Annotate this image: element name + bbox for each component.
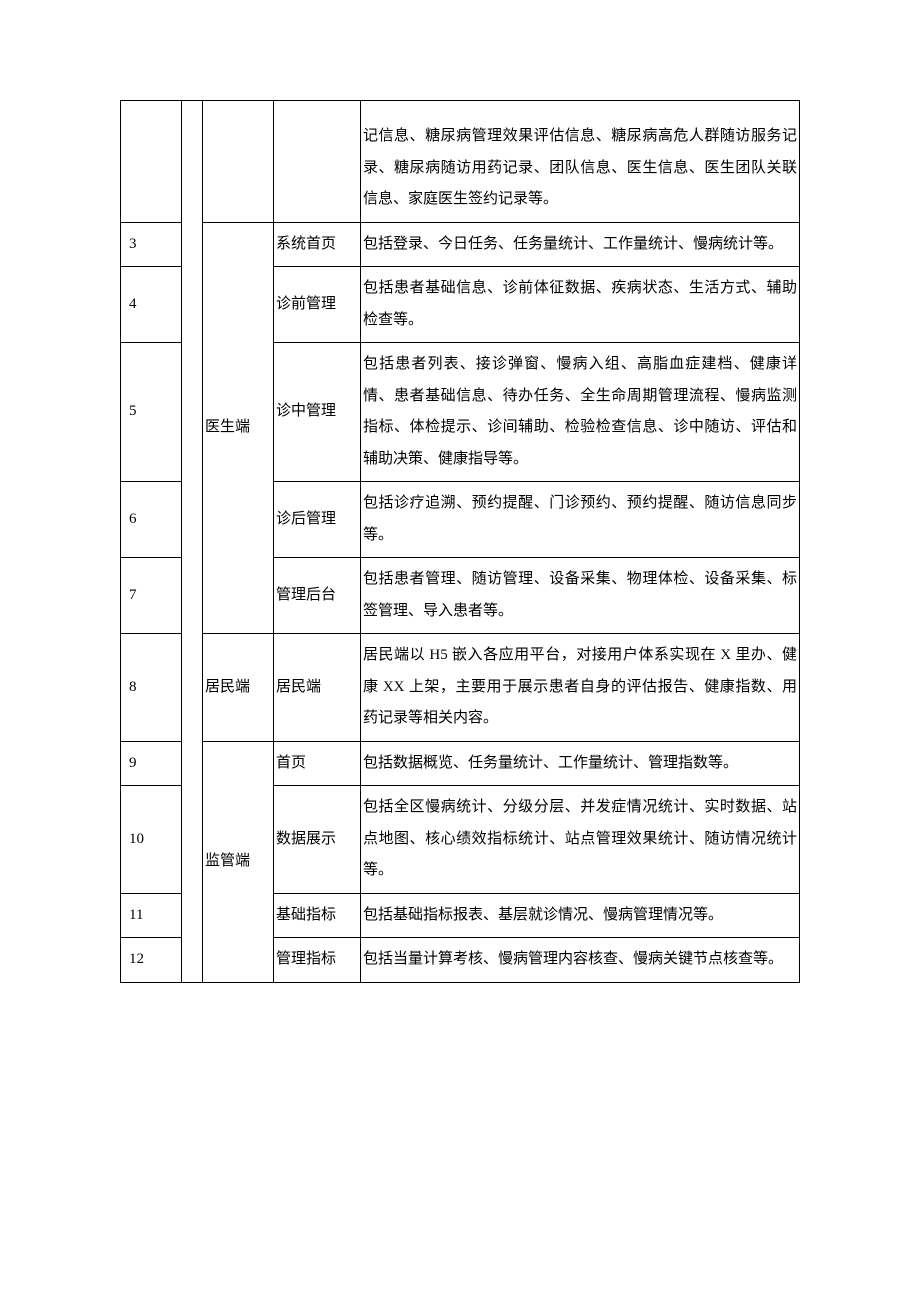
module-cell: 管理指标	[274, 938, 361, 983]
table-body: 记信息、糖尿病管理效果评估信息、糖尿病高危人群随访服务记录、糖尿病随访用药记录、…	[121, 101, 800, 983]
description-cell: 包括诊疗追溯、预约提醒、门诊预约、预约提醒、随访信息同步等。	[361, 482, 800, 558]
module-cell: 数据展示	[274, 786, 361, 894]
terminal-cell: 居民端	[203, 634, 274, 742]
description-cell: 包括患者基础信息、诊前体征数据、疾病状态、生活方式、辅助检查等。	[361, 267, 800, 343]
row-number-cell: 3	[121, 222, 182, 267]
description-cell: 包括患者列表、接诊弹窗、慢病入组、高脂血症建档、健康详情、患者基础信息、待办任务…	[361, 343, 800, 482]
row-number-cell: 7	[121, 558, 182, 634]
row-number-cell: 11	[121, 893, 182, 938]
row-number-cell: 6	[121, 482, 182, 558]
description-cell: 包括基础指标报表、基层就诊情况、慢病管理情况等。	[361, 893, 800, 938]
table-row: 3医生端系统首页包括登录、今日任务、任务量统计、工作量统计、慢病统计等。	[121, 222, 800, 267]
table-row: 9监管端首页包括数据概览、任务量统计、工作量统计、管理指数等。	[121, 741, 800, 786]
spacer-cell	[182, 101, 203, 983]
row-number-cell	[121, 101, 182, 223]
module-cell: 诊前管理	[274, 267, 361, 343]
module-cell	[274, 101, 361, 223]
module-cell: 首页	[274, 741, 361, 786]
module-cell: 管理后台	[274, 558, 361, 634]
row-number-cell: 8	[121, 634, 182, 742]
description-cell: 包括数据概览、任务量统计、工作量统计、管理指数等。	[361, 741, 800, 786]
module-cell: 诊后管理	[274, 482, 361, 558]
document-page: 记信息、糖尿病管理效果评估信息、糖尿病高危人群随访服务记录、糖尿病随访用药记录、…	[0, 0, 920, 1083]
row-number-cell: 12	[121, 938, 182, 983]
description-cell: 包括当量计算考核、慢病管理内容核查、慢病关键节点核查等。	[361, 938, 800, 983]
terminal-cell: 监管端	[203, 741, 274, 982]
description-cell: 居民端以 H5 嵌入各应用平台，对接用户体系实现在 X 里办、健康 XX 上架，…	[361, 634, 800, 742]
terminal-cell: 医生端	[203, 222, 274, 634]
terminal-cell	[203, 101, 274, 223]
row-number-cell: 10	[121, 786, 182, 894]
spec-table: 记信息、糖尿病管理效果评估信息、糖尿病高危人群随访服务记录、糖尿病随访用药记录、…	[120, 100, 800, 983]
description-cell: 包括患者管理、随访管理、设备采集、物理体检、设备采集、标签管理、导入患者等。	[361, 558, 800, 634]
module-cell: 诊中管理	[274, 343, 361, 482]
module-cell: 系统首页	[274, 222, 361, 267]
description-cell: 包括登录、今日任务、任务量统计、工作量统计、慢病统计等。	[361, 222, 800, 267]
row-number-cell: 5	[121, 343, 182, 482]
description-cell: 记信息、糖尿病管理效果评估信息、糖尿病高危人群随访服务记录、糖尿病随访用药记录、…	[361, 101, 800, 223]
description-cell: 包括全区慢病统计、分级分层、并发症情况统计、实时数据、站点地图、核心绩效指标统计…	[361, 786, 800, 894]
module-cell: 居民端	[274, 634, 361, 742]
module-cell: 基础指标	[274, 893, 361, 938]
table-row: 8居民端居民端居民端以 H5 嵌入各应用平台，对接用户体系实现在 X 里办、健康…	[121, 634, 800, 742]
row-number-cell: 9	[121, 741, 182, 786]
table-row: 记信息、糖尿病管理效果评估信息、糖尿病高危人群随访服务记录、糖尿病随访用药记录、…	[121, 101, 800, 223]
row-number-cell: 4	[121, 267, 182, 343]
